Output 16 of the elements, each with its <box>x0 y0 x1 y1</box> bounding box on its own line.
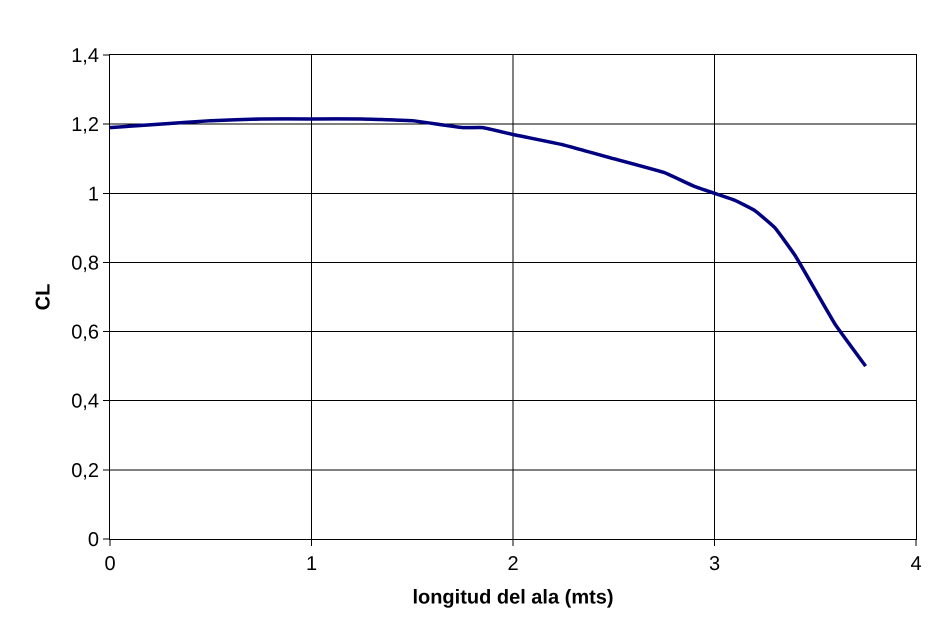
y-tick-label: 1,2 <box>71 114 99 136</box>
x-tick-label: 3 <box>708 553 720 575</box>
y-tick-label: 0,6 <box>71 322 99 344</box>
line-series <box>110 117 868 368</box>
y-tick-label: 0,8 <box>71 252 99 274</box>
x-tick-label: 2 <box>507 553 519 575</box>
y-axis-title: CL <box>32 284 55 310</box>
y-tick-label: 0,4 <box>71 390 99 413</box>
x-tick-label: 4 <box>910 553 922 575</box>
x-axis-title: longitud del ala (mts) <box>412 586 614 608</box>
x-tick-label: 1 <box>306 553 318 575</box>
x-tick-label: 0 <box>104 553 116 575</box>
y-tick-label: 1 <box>88 183 99 206</box>
y-tick-label: 1,4 <box>71 45 99 67</box>
y-tick-label: 0 <box>88 529 99 551</box>
y-tick-label: 0,2 <box>71 460 99 482</box>
